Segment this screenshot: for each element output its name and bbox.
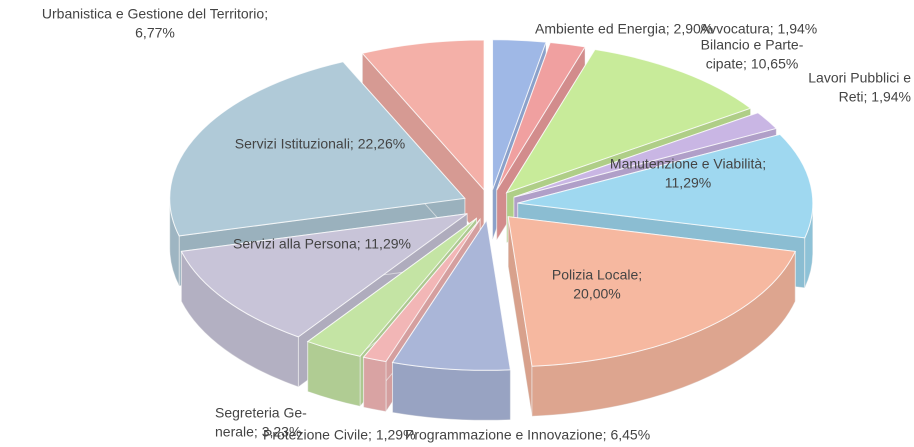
data-label: cipate; 10,65%	[706, 56, 799, 72]
slice-top	[169, 61, 466, 237]
slice	[391, 218, 511, 421]
data-label: Lavori Pubblici e	[808, 70, 911, 86]
data-label: Polizia Locale;	[552, 267, 642, 283]
data-label: Programmazione e Innovazione; 6,45%	[405, 427, 650, 443]
slice-shade	[392, 362, 511, 421]
slice-top	[507, 216, 796, 367]
data-label: Urbanistica e Gestione del Territorio;	[42, 6, 268, 22]
slice-top	[505, 48, 752, 194]
slice-top	[306, 218, 477, 357]
data-label: Reti; 1,94%	[839, 89, 911, 105]
data-label: Servizi Istituzionali; 22,26%	[235, 136, 405, 152]
data-label: Manutenzione e Viabilità;	[610, 156, 766, 172]
slice-shade	[307, 341, 361, 407]
slice-top	[362, 219, 481, 363]
data-label: 11,29%	[665, 175, 711, 191]
slice	[507, 216, 796, 417]
slice-top	[517, 133, 814, 239]
slice-shade	[508, 216, 533, 417]
slice-shade	[181, 251, 299, 387]
data-label: Segreteria Ge-	[215, 405, 307, 421]
slice-shade	[804, 203, 813, 288]
data-label: Bilancio e Parte-	[701, 37, 804, 53]
slice-top	[391, 218, 511, 371]
slice-top	[361, 39, 485, 192]
slice-shade	[363, 219, 481, 408]
slice-shade	[532, 251, 796, 417]
data-label: Protezione Civile; 1,29%	[263, 427, 416, 443]
slice-top	[513, 112, 778, 198]
data-label: Avvocatura; 1,94%	[700, 21, 817, 37]
data-label: Ambiente ed Energia; 2,90%	[535, 21, 713, 37]
data-label: 6,77%	[135, 25, 175, 41]
data-label: nerale; 3,23%	[215, 424, 301, 440]
slice-top	[180, 213, 468, 338]
slice-shade	[363, 357, 386, 412]
data-label: 20,00%	[573, 286, 620, 302]
slice-top	[496, 42, 586, 191]
slice-shade	[169, 198, 180, 286]
slice-top	[492, 39, 547, 190]
data-label: Servizi alla Persona; 11,29%	[233, 236, 411, 252]
